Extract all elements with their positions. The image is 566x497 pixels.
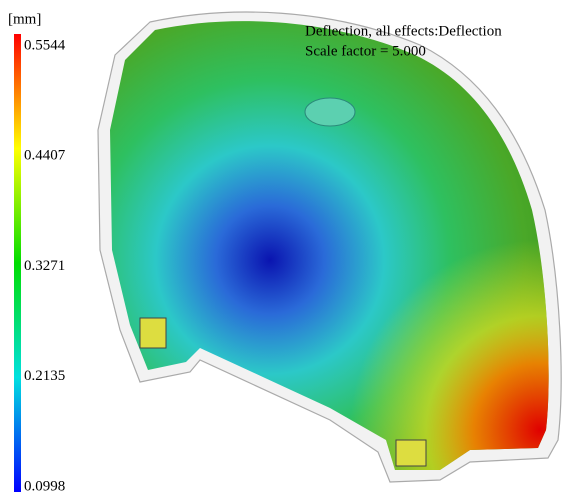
annotation-line: Scale factor = 5.000 (305, 43, 426, 59)
legend-unit: [mm] (8, 11, 41, 27)
result-view: [mm] Deflection, all effects:Deflection … (0, 0, 566, 497)
scale-label: 0.3271 (24, 258, 65, 274)
color-scale (14, 34, 21, 492)
scale-label: 0.5544 (24, 37, 66, 53)
scale-label: 0.2135 (24, 368, 65, 384)
scale-label: 0.0998 (24, 478, 65, 494)
clip-bottom (396, 440, 426, 466)
clip-left (140, 318, 166, 348)
part-hotspot (110, 21, 549, 470)
scale-label: 0.4407 (24, 148, 66, 164)
boss (305, 98, 355, 126)
annotation-line: Deflection, all effects:Deflection (305, 23, 502, 39)
